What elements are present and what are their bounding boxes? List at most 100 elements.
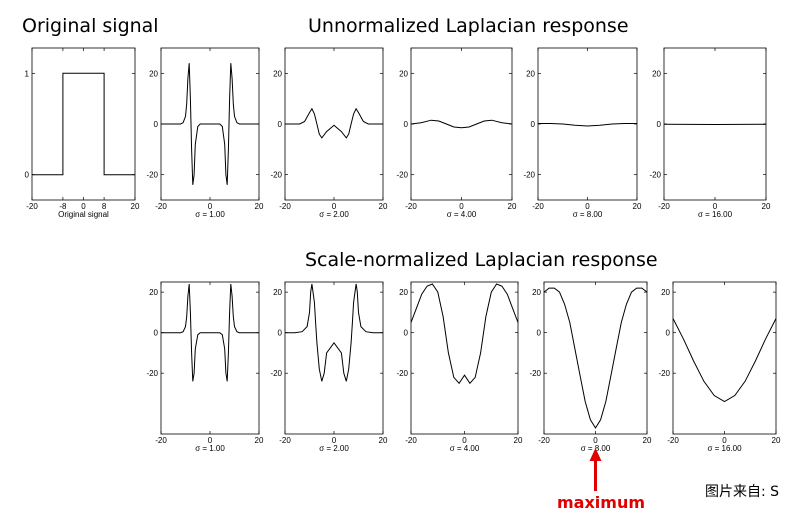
series-line [538,123,637,127]
series-line [32,72,135,176]
y-tick-label: -20 [270,171,282,180]
y-tick-label: 20 [273,69,282,78]
x-tick-label: -8 [59,202,67,211]
y-tick-label: 20 [661,288,670,297]
x-tick-label: 0 [462,436,467,445]
series-line [410,119,513,129]
x-axis-label: σ = 8.00 [573,210,603,219]
x-tick-label: 20 [379,202,388,211]
plot-n8: -20 0 20 -20 0 20 σ = 8.00 [529,281,652,453]
x-axis-label: σ = 16.00 [698,210,733,219]
x-axis-label: Original signal [58,210,109,219]
x-tick-label: 0 [332,202,337,211]
plot-orig: -20 -8 0 8 20 0 1 Original signal [25,47,140,219]
plot-n1: -20 0 20 -20 0 20 σ = 1.00 [146,281,264,453]
x-tick-label: 0 [585,202,590,211]
x-tick-label: -20 [279,436,291,445]
plot-frame [31,47,136,201]
x-tick-label: -20 [532,202,544,211]
y-tick-label: 0 [278,329,283,338]
y-tick-label: -20 [396,369,408,378]
plot-u4: -20 0 20 -20 0 20 σ = 4.00 [396,47,517,219]
x-tick-label: 20 [131,202,140,211]
x-tick-label: -20 [405,436,417,445]
plot-frame [284,281,384,435]
x-tick-label: 0 [208,202,213,211]
plot-frame [543,281,648,435]
y-tick-label: -20 [146,369,158,378]
unnormalized-title: Unnormalized Laplacian response [308,15,629,37]
plot-n4: -20 0 20 -20 0 20 σ = 4.00 [396,281,523,453]
series-line [543,287,648,429]
y-tick-label: 0 [404,120,409,129]
y-tick-label: -20 [146,171,158,180]
y-tick-label: 20 [526,69,535,78]
x-tick-label: 0 [81,202,86,211]
y-tick-label: 0 [531,120,536,129]
series-line [285,283,383,382]
y-tick-label: 20 [532,288,541,297]
y-tick-label: -20 [396,171,408,180]
y-tick-label: 20 [399,69,408,78]
y-tick-label: 0 [25,171,30,180]
x-tick-label: 0 [713,202,718,211]
image-credit: 图片来自: S [705,484,780,500]
x-tick-label: 20 [514,436,523,445]
y-tick-label: -20 [523,171,535,180]
x-tick-label: -20 [155,202,167,211]
plot-n16: -20 0 20 -20 0 20 σ = 16.00 [658,281,781,453]
plot-u1: -20 0 20 -20 0 20 σ = 1.00 [146,47,264,219]
x-tick-label: -20 [26,202,38,211]
plot-frame [160,281,260,435]
x-tick-label: 0 [208,436,213,445]
x-axis-label: σ = 16.00 [707,444,742,453]
y-tick-label: 0 [404,329,409,338]
x-tick-label: -20 [538,436,550,445]
y-tick-label: 20 [149,69,158,78]
y-tick-label: 0 [537,329,542,338]
original-signal-title: Original signal [22,15,159,37]
series-line [161,63,259,185]
plot-n2: -20 0 20 -20 0 20 σ = 2.00 [270,281,388,453]
x-tick-label: -20 [658,202,670,211]
y-tick-label: -20 [649,171,661,180]
x-axis-label: σ = 8.00 [581,444,611,453]
maximum-label: maximum [557,493,646,512]
maximum-arrow-head [589,448,602,461]
series-line [285,107,383,139]
plot-u2: -20 0 20 -20 0 20 σ = 2.00 [270,47,388,219]
x-tick-label: 20 [762,202,771,211]
y-tick-label: 0 [278,120,283,129]
plot-frame [672,281,777,435]
x-tick-label: 20 [255,202,264,211]
x-axis-label: σ = 4.00 [447,210,477,219]
y-tick-label: -20 [529,369,541,378]
x-tick-label: 20 [772,436,781,445]
x-tick-label: -20 [405,202,417,211]
y-tick-label: -20 [270,369,282,378]
y-tick-label: 20 [149,288,158,297]
y-tick-label: -20 [658,369,670,378]
x-tick-label: 0 [593,436,598,445]
x-tick-label: -20 [279,202,291,211]
x-axis-label: σ = 2.00 [319,210,349,219]
y-tick-label: 0 [154,329,159,338]
plot-frame [410,47,513,201]
x-tick-label: -20 [155,436,167,445]
x-axis-label: σ = 1.00 [195,210,225,219]
x-tick-label: 0 [332,436,337,445]
x-tick-label: -20 [667,436,679,445]
y-tick-label: 1 [25,69,30,78]
x-axis-label: σ = 2.00 [319,444,349,453]
x-tick-label: 0 [459,202,464,211]
x-tick-label: 20 [633,202,642,211]
x-tick-label: 20 [643,436,652,445]
series-line [672,318,777,403]
x-axis-label: σ = 1.00 [195,444,225,453]
y-tick-label: 0 [154,120,159,129]
y-tick-label: 0 [666,329,671,338]
x-axis-label: σ = 4.00 [450,444,480,453]
plot-frame [410,281,519,435]
plot-u16: -20 0 20 -20 0 20 σ = 16.00 [649,47,771,219]
